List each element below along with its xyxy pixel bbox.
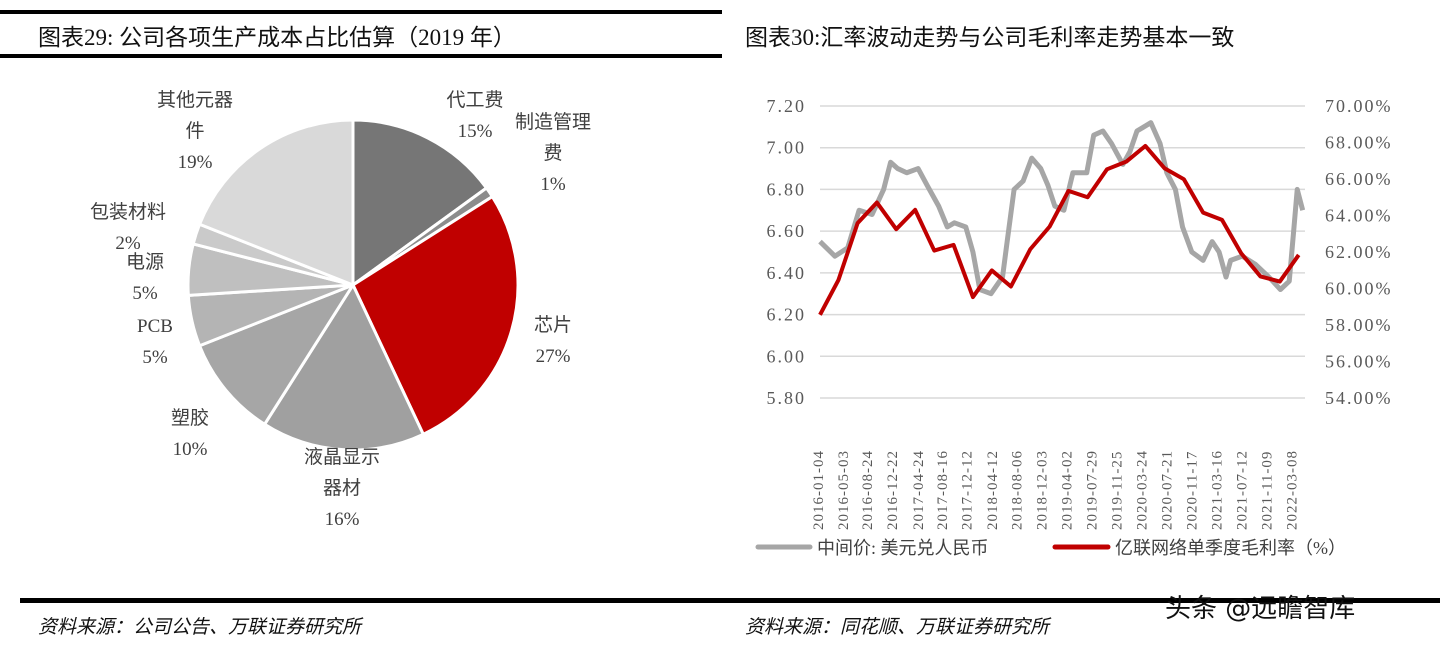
title-top-rule bbox=[0, 10, 722, 14]
pie-slice-percent: 1% bbox=[540, 174, 566, 195]
x-tick-label: 2016-05-03 bbox=[836, 450, 852, 530]
pie-slice-label-box: 塑胶 10% bbox=[150, 403, 230, 465]
right-source-note: 资料来源：同花顺、万联证券研究所 bbox=[745, 616, 1052, 638]
y-right-tick-label: 62.00% bbox=[1325, 242, 1393, 262]
pie-slice-label: 其他元器件 bbox=[156, 90, 233, 142]
pie-slice-label: 塑胶 bbox=[170, 408, 209, 429]
left-source-note: 资料来源：公司公告、万联证券研究所 bbox=[38, 616, 364, 638]
legend-label-exchange-rate: 中间价: 美元兑人民币 bbox=[817, 538, 989, 558]
y-right-tick-label: 54.00% bbox=[1325, 388, 1393, 408]
x-tick-label: 2021-07-12 bbox=[1234, 450, 1250, 530]
y-right-tick-label: 58.00% bbox=[1325, 315, 1393, 335]
pie-slice-percent: 5% bbox=[132, 283, 158, 304]
y-left-tick-label: 7.20 bbox=[767, 96, 807, 116]
pie-slice-percent: 27% bbox=[535, 346, 571, 367]
pie-slice-label: 包装材料 bbox=[89, 202, 166, 223]
pie-slice-label: 制造管理费 bbox=[514, 112, 591, 164]
y-right-tick-label: 56.00% bbox=[1325, 352, 1393, 372]
pie-slice-label: 电源 bbox=[125, 252, 164, 273]
x-tick-label: 2017-08-16 bbox=[935, 450, 951, 530]
left-chart-title: 图表29: 公司各项生产成本占比估算（2019 年） bbox=[38, 25, 516, 50]
pie-slice-percent: 2% bbox=[115, 233, 141, 254]
y-right-tick-label: 66.00% bbox=[1325, 169, 1393, 189]
pie-slice-percent: 10% bbox=[172, 439, 208, 460]
pie-slice bbox=[351, 194, 520, 437]
pie-slice-label: PCB bbox=[137, 316, 173, 337]
x-tick-label: 2020-07-21 bbox=[1160, 450, 1176, 530]
pie-slice-label-box: 芯片 27% bbox=[513, 310, 593, 372]
x-tick-label: 2018-08-06 bbox=[1009, 450, 1025, 530]
x-tick-label: 2019-04-02 bbox=[1060, 450, 1076, 530]
y-left-tick-label: 6.00 bbox=[767, 346, 807, 366]
y-left-tick-label: 6.20 bbox=[767, 305, 807, 325]
title-bottom-rule bbox=[0, 54, 722, 58]
y-left-tick-label: 6.40 bbox=[767, 263, 807, 283]
watermark: 头条 @远瞻智库 bbox=[1165, 594, 1355, 624]
series-line-gross-margin bbox=[818, 143, 1301, 316]
pie-slice bbox=[351, 118, 489, 288]
line-chart: 7.20 7.00 6.80 6.60 6.40 6.20 6.00 5.80 70.00% 68… bbox=[767, 96, 1393, 530]
legend: 中间价: 美元兑人民币 亿联网络单季度毛利率（%） bbox=[755, 538, 1346, 558]
pie-slice bbox=[197, 118, 355, 288]
pie-slice-label-box: PCB 5% bbox=[115, 311, 195, 373]
x-tick-label: 2016-12-22 bbox=[885, 450, 901, 530]
x-tick-label: 2016-08-24 bbox=[860, 450, 876, 530]
pie-slice-percent: 19% bbox=[177, 152, 213, 173]
x-tick-label: 2019-11-25 bbox=[1109, 451, 1125, 530]
pie-slice-label-box: 包装材料 2% bbox=[88, 197, 168, 259]
x-tick-label: 2016-01-04 bbox=[811, 450, 827, 530]
y-left-tick-label: 6.80 bbox=[767, 179, 807, 199]
x-tick-label: 2018-04-12 bbox=[985, 450, 1001, 530]
y-right-tick-label: 64.00% bbox=[1325, 206, 1393, 226]
y-right-tick-label: 60.00% bbox=[1325, 279, 1393, 299]
pie-slice bbox=[197, 281, 357, 427]
pie-slice bbox=[262, 281, 426, 452]
x-tick-label: 2017-04-24 bbox=[911, 450, 927, 530]
pie-slice-label-box: 液晶显示器材 16% bbox=[302, 442, 382, 535]
pie-slice-percent: 16% bbox=[324, 509, 360, 530]
x-tick-label: 2020-03-24 bbox=[1135, 450, 1151, 530]
pie-slice-label: 液晶显示器材 bbox=[303, 447, 380, 499]
pie-chart bbox=[186, 118, 520, 452]
pie-slice-label: 代工费 bbox=[446, 90, 504, 111]
y-left-tick-label: 6.60 bbox=[767, 221, 807, 241]
pie-slice-label: 芯片 bbox=[533, 315, 572, 336]
pie-slice-label-box: 制造管理费 1% bbox=[513, 107, 593, 200]
x-tick-label: 2022-03-08 bbox=[1285, 450, 1301, 530]
y-right-tick-label: 70.00% bbox=[1325, 96, 1393, 116]
y-left-tick-label: 7.00 bbox=[767, 138, 807, 158]
x-tick-label: 2021-03-16 bbox=[1210, 450, 1226, 530]
pie-slice-label-box: 电源 5% bbox=[105, 247, 185, 309]
x-tick-label: 2017-12-12 bbox=[960, 450, 976, 530]
pie-slice-percent: 5% bbox=[142, 347, 168, 368]
y-right-tick-label: 68.00% bbox=[1325, 133, 1393, 153]
y-left-tick-label: 5.80 bbox=[767, 388, 807, 408]
x-tick-label: 2020-11-17 bbox=[1185, 451, 1201, 530]
footer-rule bbox=[20, 598, 1440, 603]
right-chart-title: 图表30:汇率波动走势与公司毛利率走势基本一致 bbox=[745, 25, 1234, 50]
x-tick-label: 2018-12-03 bbox=[1034, 450, 1050, 530]
x-tick-label: 2019-07-29 bbox=[1084, 450, 1100, 530]
pie-slice-label-box: 其他元器件 19% bbox=[155, 85, 235, 178]
pie-slice-label-box: 代工费 15% bbox=[435, 85, 515, 147]
pie-slice-percent: 15% bbox=[457, 121, 493, 142]
legend-label-gross-margin: 亿联网络单季度毛利率（%） bbox=[1115, 538, 1346, 558]
x-tick-label: 2021-11-09 bbox=[1260, 451, 1276, 530]
